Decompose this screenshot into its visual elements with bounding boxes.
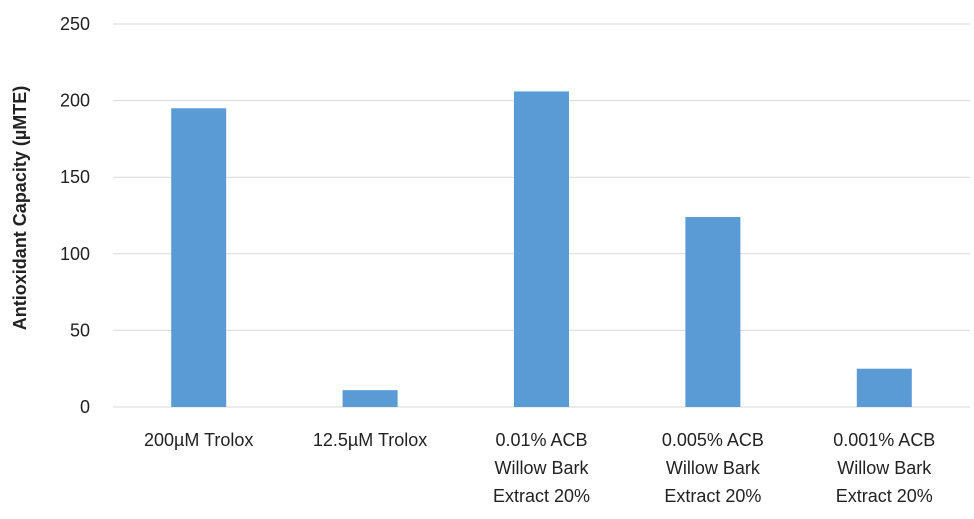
x-category-label-line: 0.005% ACB [662, 430, 764, 450]
bar [171, 108, 227, 407]
x-category-label-line: 0.001% ACB [833, 430, 935, 450]
x-category-label-line: Willow Bark [837, 458, 932, 478]
bar [342, 390, 398, 407]
bar [856, 368, 912, 407]
x-category-label: 200µM Trolox [144, 430, 253, 450]
x-category-label-line: Willow Bark [494, 458, 589, 478]
x-category-label-line: Extract 20% [493, 486, 590, 506]
x-category-label-line: 0.01% ACB [495, 430, 587, 450]
x-axis-labels: 200µM Trolox 12.5µM Trolox 0.01% ACB Willow… [144, 430, 935, 506]
x-category-label-line: 200µM Trolox [144, 430, 253, 450]
y-tick-label: 0 [80, 397, 90, 417]
bar [514, 91, 569, 408]
x-category-label: 0.01% ACB Willow Bark Extract 20% [493, 430, 590, 506]
y-tick-label: 250 [60, 14, 90, 34]
y-tick-label: 50 [70, 320, 90, 340]
y-tick-label: 150 [60, 167, 90, 187]
bars [171, 91, 912, 408]
x-category-label: 12.5µM Trolox [313, 430, 427, 450]
y-tick-label: 100 [60, 244, 90, 264]
y-axis-ticks: 0 50 100 150 200 250 [60, 14, 90, 417]
x-category-label-line: Extract 20% [836, 486, 933, 506]
y-tick-label: 200 [60, 91, 90, 111]
y-axis-title: Antioxidant Capacity (µMTE) [10, 86, 30, 330]
x-category-label-line: Extract 20% [664, 486, 761, 506]
x-category-label: 0.001% ACB Willow Bark Extract 20% [833, 430, 935, 506]
x-category-label-line: 12.5µM Trolox [313, 430, 427, 450]
x-category-label: 0.005% ACB Willow Bark Extract 20% [662, 430, 764, 506]
x-category-label-line: Willow Bark [666, 458, 761, 478]
bar [685, 217, 741, 407]
